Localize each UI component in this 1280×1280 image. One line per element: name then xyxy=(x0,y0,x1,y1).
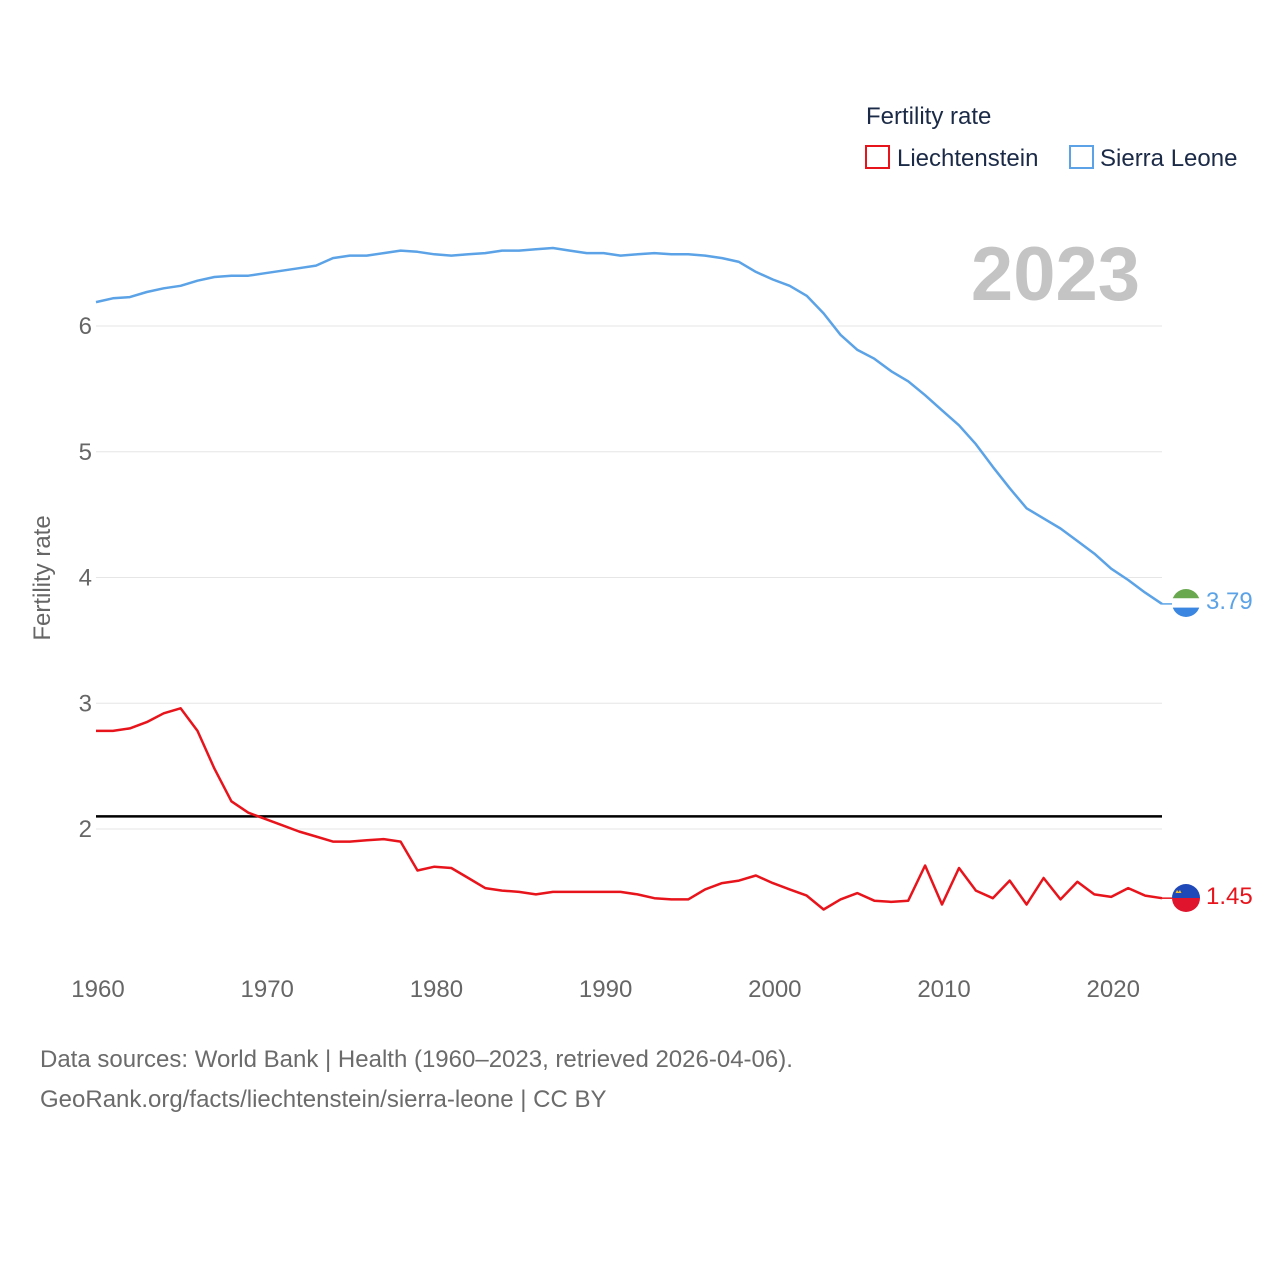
x-tick-label: 2010 xyxy=(917,976,970,1003)
end-value-liechtenstein: 1.45 xyxy=(1206,883,1253,910)
x-tick-label: 1990 xyxy=(579,976,632,1003)
y-tick-label: 3 xyxy=(79,690,92,717)
legend-swatch-liechtenstein xyxy=(865,145,890,169)
footer: Data sources: World Bank | Health (1960–… xyxy=(40,1040,793,1120)
liechtenstein-flag-icon xyxy=(1172,884,1200,912)
x-tick-label: 1980 xyxy=(410,976,463,1003)
y-tick-label: 6 xyxy=(79,313,92,340)
end-value-sierra-leone: 3.79 xyxy=(1206,588,1253,615)
sierra-leone-flag-icon xyxy=(1172,589,1200,617)
y-axis-ticks: 2 3 4 5 6 xyxy=(79,313,92,843)
y-tick-label: 2 xyxy=(79,816,92,843)
legend: Fertility rate Liechtenstein Sierra Leon… xyxy=(865,103,1237,172)
series-line-sierra-leone xyxy=(95,246,1163,605)
legend-label-liechtenstein: Liechtenstein xyxy=(897,145,1038,172)
x-tick-label: 2020 xyxy=(1087,976,1140,1003)
x-axis-ticks: 1960 1970 1980 1990 2000 2010 2020 xyxy=(71,976,1140,1003)
y-tick-label: 4 xyxy=(79,565,92,592)
legend-swatch-sierra-leone xyxy=(1069,145,1094,169)
series-line-liechtenstein xyxy=(96,707,1163,911)
footer-credit: GeoRank.org/facts/liechtenstein/sierra-l… xyxy=(40,1086,607,1113)
y-axis-title: Fertility rate xyxy=(29,515,56,640)
year-watermark: 2023 xyxy=(971,232,1140,317)
x-tick-label: 1970 xyxy=(241,976,294,1003)
y-gridlines xyxy=(96,325,1162,830)
footer-sources: Data sources: World Bank | Health (1960–… xyxy=(40,1046,793,1073)
x-tick-label: 2000 xyxy=(748,976,801,1003)
y-tick-label: 5 xyxy=(79,439,92,466)
legend-label-sierra-leone: Sierra Leone xyxy=(1100,145,1237,172)
x-tick-label: 1960 xyxy=(71,976,124,1003)
legend-title: Fertility rate xyxy=(866,103,991,130)
